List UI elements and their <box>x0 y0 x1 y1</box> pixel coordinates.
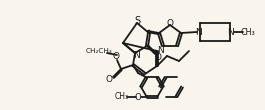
Text: CH₃: CH₃ <box>241 28 255 37</box>
Text: O: O <box>166 19 174 28</box>
Text: N: N <box>158 46 164 54</box>
Text: O: O <box>134 93 141 102</box>
Text: CH₂CH₃: CH₂CH₃ <box>86 48 112 54</box>
Text: CH₃: CH₃ <box>114 92 129 101</box>
Text: O: O <box>113 52 120 61</box>
Text: N: N <box>196 28 202 37</box>
Text: N: N <box>132 50 139 60</box>
Text: O: O <box>154 52 161 61</box>
Text: O: O <box>105 74 113 83</box>
Text: S: S <box>134 16 140 26</box>
Text: N: N <box>228 28 234 37</box>
